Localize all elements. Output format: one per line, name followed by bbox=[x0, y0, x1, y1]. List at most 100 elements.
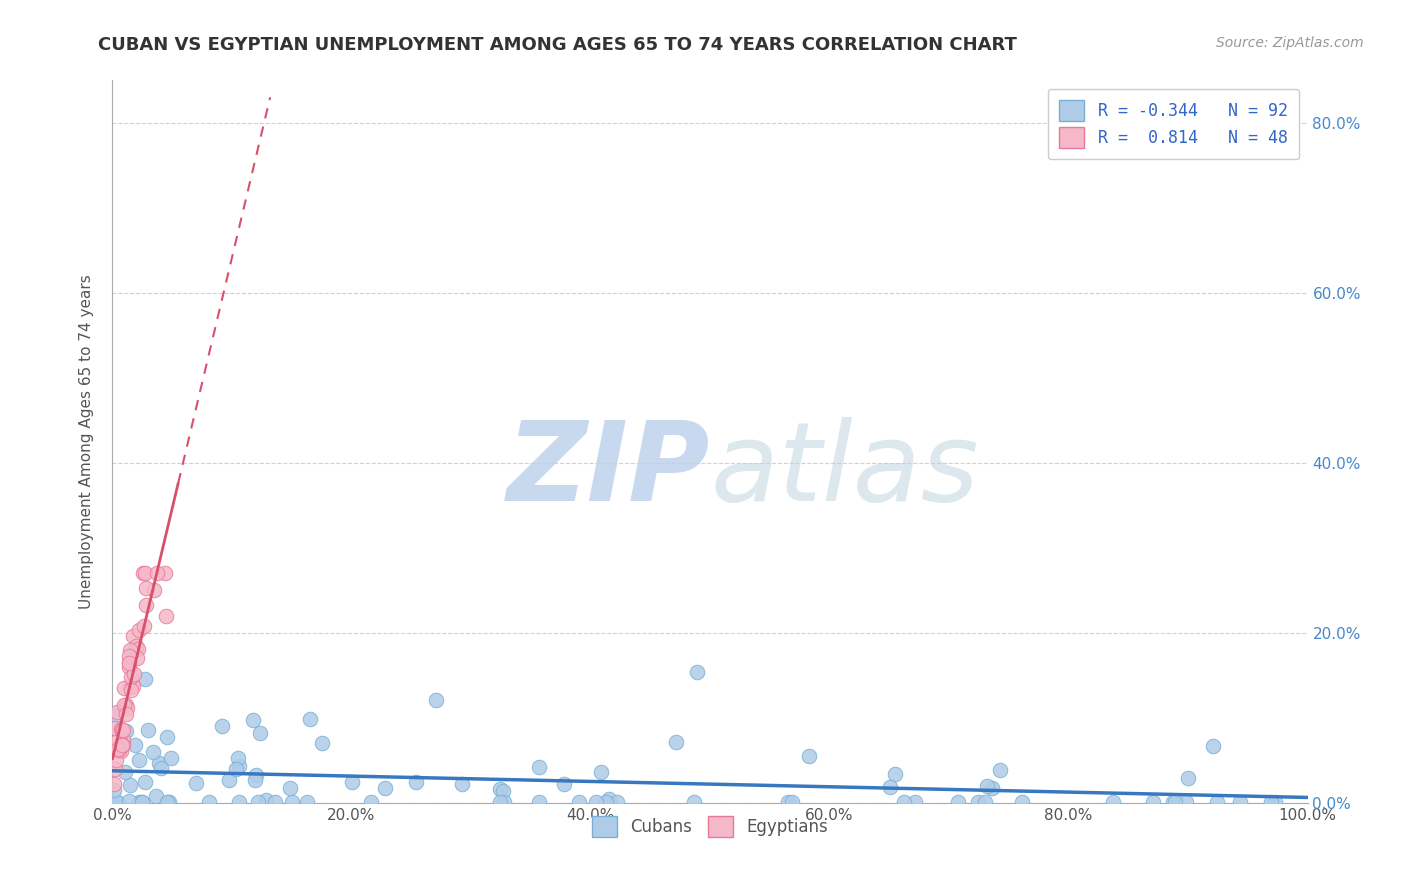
Point bbox=[228, 759, 250, 773]
Point bbox=[489, 795, 512, 809]
Point bbox=[157, 795, 180, 809]
Point bbox=[981, 780, 1004, 795]
Point bbox=[115, 706, 138, 721]
Point bbox=[988, 763, 1011, 777]
Point bbox=[904, 795, 927, 809]
Point bbox=[128, 753, 150, 767]
Point bbox=[118, 660, 141, 674]
Point bbox=[1264, 795, 1286, 809]
Point bbox=[115, 724, 138, 739]
Point bbox=[105, 708, 128, 723]
Point bbox=[128, 623, 150, 637]
Point bbox=[553, 777, 575, 791]
Point bbox=[966, 795, 988, 809]
Point bbox=[218, 772, 240, 787]
Point bbox=[226, 751, 249, 765]
Point bbox=[118, 656, 141, 670]
Point bbox=[585, 795, 607, 809]
Point bbox=[111, 739, 134, 753]
Point bbox=[1229, 795, 1251, 809]
Point bbox=[107, 741, 129, 756]
Point bbox=[278, 780, 301, 795]
Point bbox=[1102, 795, 1125, 809]
Point bbox=[112, 723, 135, 737]
Point bbox=[529, 795, 551, 809]
Point bbox=[155, 608, 177, 623]
Point bbox=[110, 744, 132, 758]
Point bbox=[120, 669, 142, 683]
Point bbox=[128, 795, 150, 809]
Point bbox=[118, 649, 141, 664]
Point bbox=[135, 599, 157, 613]
Point bbox=[281, 795, 304, 809]
Point bbox=[1142, 795, 1164, 809]
Point bbox=[591, 765, 613, 780]
Point bbox=[686, 665, 709, 680]
Point bbox=[797, 749, 820, 764]
Legend: Cubans, Egyptians: Cubans, Egyptians bbox=[583, 808, 837, 845]
Point bbox=[156, 730, 179, 744]
Point bbox=[134, 566, 156, 581]
Point bbox=[311, 736, 333, 750]
Point bbox=[117, 700, 139, 714]
Point bbox=[893, 795, 915, 809]
Point bbox=[665, 735, 688, 749]
Point bbox=[198, 795, 221, 809]
Point bbox=[606, 795, 628, 809]
Point bbox=[125, 639, 148, 653]
Point bbox=[976, 780, 998, 794]
Point bbox=[122, 679, 145, 693]
Point bbox=[120, 680, 142, 694]
Y-axis label: Unemployment Among Ages 65 to 74 years: Unemployment Among Ages 65 to 74 years bbox=[79, 274, 94, 609]
Point bbox=[1260, 795, 1282, 809]
Point bbox=[135, 581, 157, 595]
Point bbox=[122, 630, 145, 644]
Point bbox=[160, 751, 183, 765]
Point bbox=[108, 743, 131, 757]
Point bbox=[425, 693, 447, 707]
Point bbox=[127, 642, 149, 657]
Point bbox=[131, 566, 153, 581]
Point bbox=[114, 765, 136, 780]
Point bbox=[104, 763, 127, 777]
Point bbox=[110, 736, 132, 750]
Point bbox=[104, 735, 127, 749]
Text: atlas: atlas bbox=[710, 417, 979, 524]
Point bbox=[149, 761, 172, 775]
Point bbox=[780, 795, 803, 809]
Point bbox=[568, 795, 591, 809]
Point bbox=[118, 778, 141, 792]
Point bbox=[228, 795, 250, 809]
Point bbox=[143, 583, 166, 598]
Point bbox=[246, 795, 269, 809]
Point bbox=[1164, 795, 1187, 809]
Point bbox=[117, 794, 139, 808]
Point bbox=[527, 760, 550, 774]
Point bbox=[105, 705, 128, 719]
Point bbox=[105, 795, 128, 809]
Point bbox=[946, 795, 969, 809]
Point bbox=[299, 712, 322, 726]
Point bbox=[125, 650, 148, 665]
Point bbox=[225, 763, 247, 777]
Point bbox=[492, 783, 515, 797]
Point bbox=[112, 681, 135, 695]
Point bbox=[121, 676, 143, 690]
Point bbox=[105, 795, 128, 809]
Point bbox=[111, 723, 134, 737]
Point bbox=[122, 667, 145, 681]
Point bbox=[1161, 795, 1184, 809]
Point bbox=[104, 721, 127, 735]
Point bbox=[118, 643, 141, 657]
Point bbox=[157, 795, 180, 809]
Point bbox=[295, 795, 318, 809]
Point bbox=[1174, 795, 1197, 809]
Point bbox=[264, 795, 287, 809]
Point bbox=[104, 753, 127, 767]
Point bbox=[103, 776, 125, 790]
Point bbox=[132, 618, 155, 632]
Point bbox=[156, 795, 179, 809]
Point bbox=[360, 795, 382, 809]
Point bbox=[595, 795, 617, 809]
Point bbox=[598, 792, 620, 806]
